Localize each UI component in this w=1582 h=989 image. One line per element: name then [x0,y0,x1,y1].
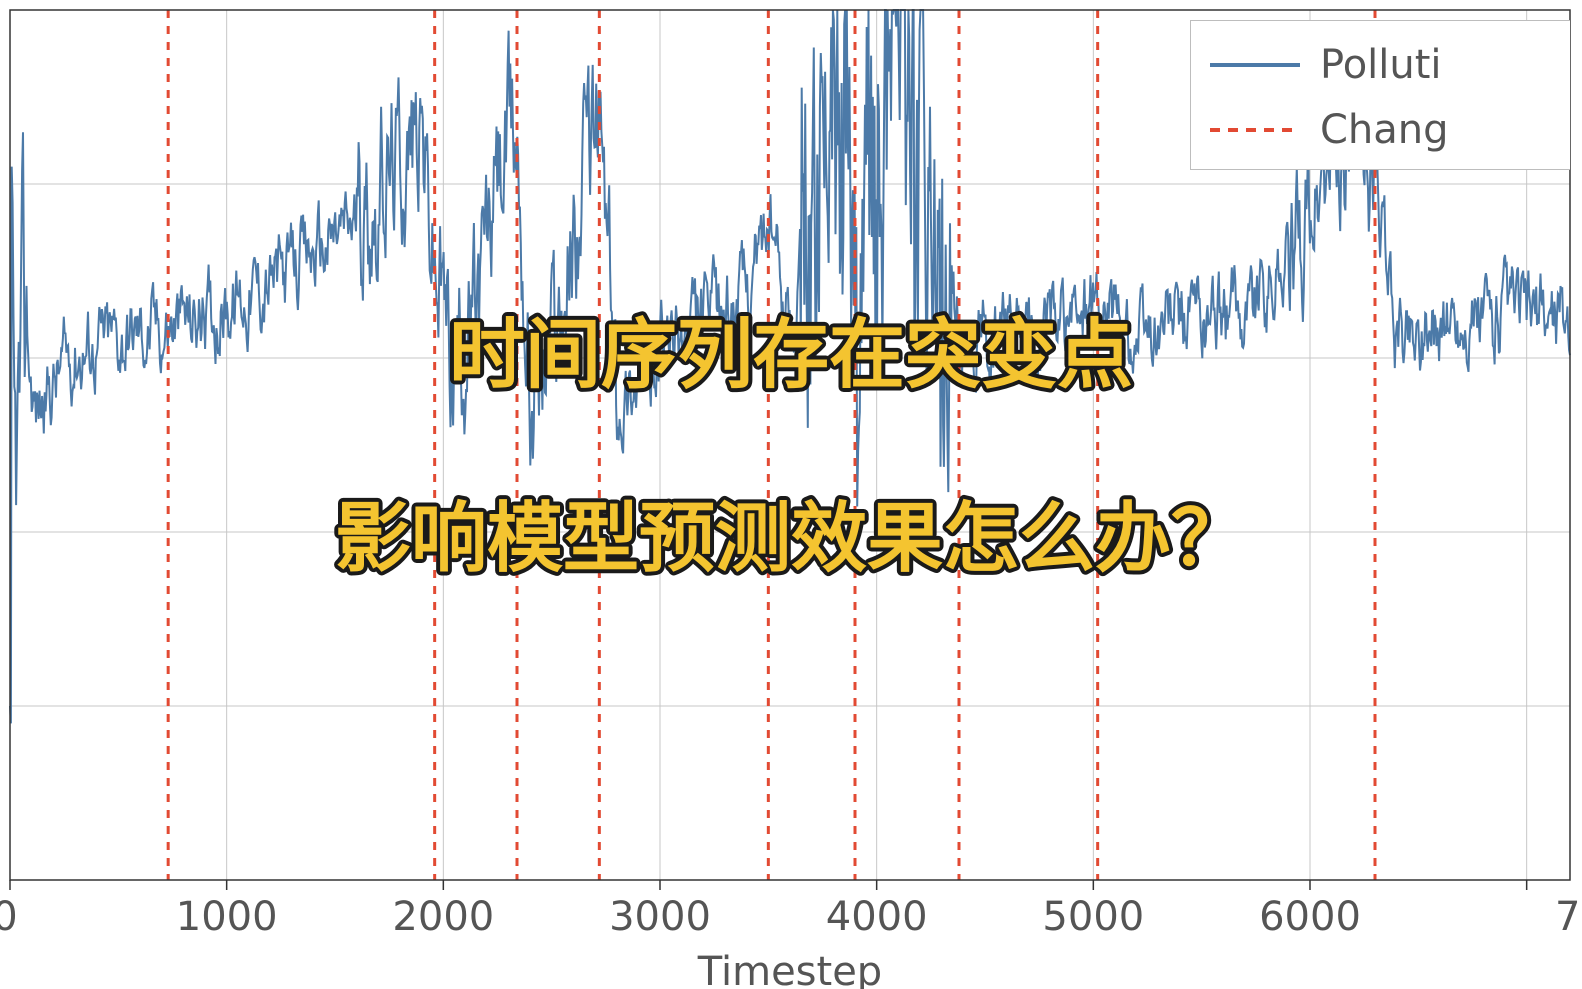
x-axis-label: Timestep [697,949,882,989]
x-tick-label: 3000 [609,894,711,940]
x-tick-label: 1000 [176,894,278,940]
line-chart: 0 1000 2000 3000 4000 5000 6000 7 Timestep Pollut… [0,0,1582,989]
x-tick-label: 6000 [1259,894,1361,940]
legend-label-change: Chang [1320,107,1449,153]
x-tick-label: 5000 [1042,894,1144,940]
x-tick-label: 2000 [392,894,494,940]
x-tick-label: 0 [0,894,18,940]
x-tick-label: 7 [1555,894,1580,940]
legend-label-line: Polluti [1320,42,1442,88]
legend: Polluti Chang [1190,20,1582,170]
chart-container: 0 1000 2000 3000 4000 5000 6000 7 Timestep Pollut… [0,0,1582,989]
x-tick-label: 4000 [826,894,928,940]
